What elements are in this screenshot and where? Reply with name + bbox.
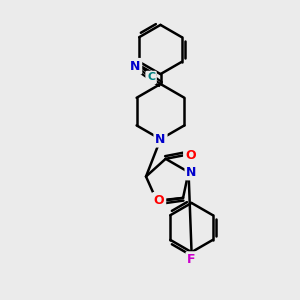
Text: O: O bbox=[185, 149, 196, 162]
Text: N: N bbox=[130, 60, 140, 73]
Text: C: C bbox=[147, 72, 155, 82]
Text: N: N bbox=[186, 166, 197, 178]
Text: N: N bbox=[155, 133, 166, 146]
Text: F: F bbox=[187, 253, 196, 266]
Text: O: O bbox=[154, 194, 164, 207]
